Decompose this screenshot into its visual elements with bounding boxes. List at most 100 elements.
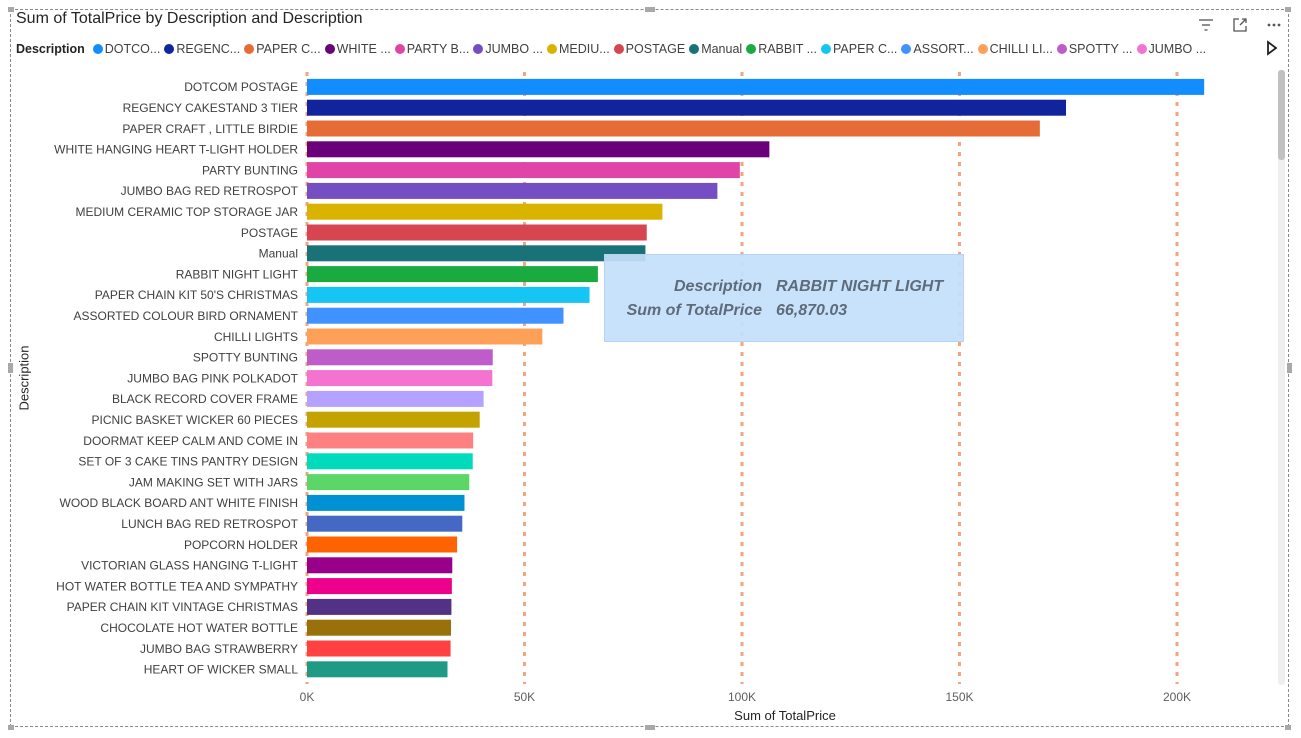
bar[interactable] xyxy=(307,328,543,345)
legend-item[interactable]: PAPER C... xyxy=(244,42,321,56)
resize-handle-bottom-left[interactable] xyxy=(8,725,14,730)
legend-item[interactable]: POSTAGE xyxy=(613,42,685,56)
bar[interactable] xyxy=(307,598,452,615)
legend-dot xyxy=(821,44,832,54)
scrollbar-thumb[interactable] xyxy=(1278,70,1285,160)
legend-item[interactable]: DOTCO... xyxy=(92,42,161,56)
bar[interactable] xyxy=(307,474,470,491)
legend-item[interactable]: WHITE ... xyxy=(324,42,391,56)
bar[interactable] xyxy=(307,141,770,158)
legend-dot xyxy=(901,44,912,54)
resize-handle-top-left[interactable] xyxy=(8,7,14,12)
category-label: JUMBO BAG STRAWBERRY xyxy=(140,642,298,656)
legend-item[interactable]: JUMBO ... xyxy=(473,42,543,56)
bar[interactable] xyxy=(307,370,493,387)
filter-icon[interactable] xyxy=(1195,14,1217,36)
resize-handle-left[interactable] xyxy=(8,363,13,373)
category-label: PAPER CHAIN KIT 50'S CHRISTMAS xyxy=(95,288,298,302)
bar[interactable] xyxy=(307,515,463,532)
bar[interactable] xyxy=(307,432,474,449)
legend-item[interactable]: JUMBO ... xyxy=(1136,42,1206,56)
legend-dot xyxy=(1056,44,1067,54)
legend-dot xyxy=(394,44,405,54)
category-label: ASSORTED COLOUR BIRD ORNAMENT xyxy=(74,309,299,323)
category-label: PARTY BUNTING xyxy=(202,163,298,177)
bar[interactable] xyxy=(307,245,646,262)
legend-item[interactable]: Manual xyxy=(689,42,742,56)
bar[interactable] xyxy=(307,640,451,657)
x-tick-label: 100K xyxy=(728,690,756,704)
category-label: POPCORN HOLDER xyxy=(184,538,298,552)
vertical-scrollbar[interactable] xyxy=(1278,70,1285,685)
bar[interactable] xyxy=(307,286,590,303)
legend-item[interactable]: PAPER C... xyxy=(821,42,897,56)
legend-label: DOTCO... xyxy=(104,42,161,56)
tooltip-label-description: Description xyxy=(673,278,762,295)
category-label: PAPER CHAIN KIT VINTAGE CHRISTMAS xyxy=(67,600,298,614)
chevron-right-icon[interactable] xyxy=(1265,40,1279,56)
legend-item[interactable]: CHILLI LI... xyxy=(977,42,1053,56)
category-label: MEDIUM CERAMIC TOP STORAGE JAR xyxy=(76,205,299,219)
x-tick-label: 0K xyxy=(300,690,315,704)
bar[interactable] xyxy=(307,182,718,199)
chart-title: Sum of TotalPrice by Description and Des… xyxy=(16,10,363,27)
legend-item[interactable]: MEDIU... xyxy=(546,42,610,56)
bar[interactable] xyxy=(307,266,598,283)
resize-handle-right[interactable] xyxy=(1287,363,1292,373)
category-label: HEART OF WICKER SMALL xyxy=(144,663,299,677)
legend-label: CHILLI LI... xyxy=(989,42,1053,56)
y-axis-title: Description xyxy=(16,345,32,411)
legend-dot xyxy=(324,44,335,54)
tooltip-label-sum: Sum of TotalPrice xyxy=(626,302,762,319)
x-tick-label: 150K xyxy=(945,690,973,704)
focus-mode-icon[interactable] xyxy=(1229,14,1251,36)
legend-item[interactable]: REGENC... xyxy=(164,42,240,56)
resize-handle-top[interactable] xyxy=(645,7,655,12)
legend-label: SPOTTY ... xyxy=(1068,42,1133,56)
bar[interactable] xyxy=(307,307,564,324)
bar[interactable] xyxy=(307,99,1067,116)
bar[interactable] xyxy=(307,494,465,511)
legend-label: PAPER C... xyxy=(833,42,898,56)
category-label: VICTORIAN GLASS HANGING T-LIGHT xyxy=(81,559,299,573)
bar[interactable] xyxy=(307,224,647,241)
more-options-icon[interactable] xyxy=(1263,14,1285,36)
category-label: JUMBO BAG PINK POLKADOT xyxy=(127,371,298,385)
resize-handle-bottom-right[interactable] xyxy=(1285,725,1291,730)
legend-item[interactable]: ASSORT... xyxy=(901,42,974,56)
bar[interactable] xyxy=(307,536,458,553)
category-label: PAPER CRAFT , LITTLE BIRDIE xyxy=(122,122,298,136)
category-label: HOT WATER BOTTLE TEA AND SYMPATHY xyxy=(56,579,298,593)
category-label: CHOCOLATE HOT WATER BOTTLE xyxy=(100,621,298,635)
category-label: PICNIC BASKET WICKER 60 PIECES xyxy=(91,413,298,427)
legend-item[interactable]: RABBIT ... xyxy=(746,42,817,56)
legend-label: REGENC... xyxy=(176,42,241,56)
resize-handle-top-right[interactable] xyxy=(1285,7,1291,12)
category-label: RABBIT NIGHT LIGHT xyxy=(176,267,299,281)
x-axis-title: Sum of TotalPrice xyxy=(734,708,836,723)
legend-label: PAPER C... xyxy=(256,42,321,56)
tooltip-value-description: RABBIT NIGHT LIGHT xyxy=(776,278,944,295)
bar[interactable] xyxy=(307,557,453,574)
legend-item[interactable]: SPOTTY ... xyxy=(1056,42,1133,56)
bar[interactable] xyxy=(307,619,451,636)
legend-dot xyxy=(977,44,988,54)
resize-handle-bottom[interactable] xyxy=(645,725,655,730)
bar[interactable] xyxy=(307,453,473,470)
legend-label: JUMBO ... xyxy=(485,42,543,56)
bar[interactable] xyxy=(307,349,493,366)
bar[interactable] xyxy=(307,390,484,407)
category-label: JAM MAKING SET WITH JARS xyxy=(129,475,298,489)
bar[interactable] xyxy=(307,411,480,428)
bar[interactable] xyxy=(307,661,448,678)
category-label: SPOTTY BUNTING xyxy=(193,351,298,365)
bar[interactable] xyxy=(307,203,663,220)
bar[interactable] xyxy=(307,162,740,179)
x-tick-label: 50K xyxy=(514,690,535,704)
bar[interactable] xyxy=(307,120,1040,137)
legend-dot xyxy=(689,44,700,54)
legend-item[interactable]: PARTY B... xyxy=(394,42,469,56)
bar[interactable] xyxy=(307,578,452,595)
bar[interactable] xyxy=(307,78,1205,95)
